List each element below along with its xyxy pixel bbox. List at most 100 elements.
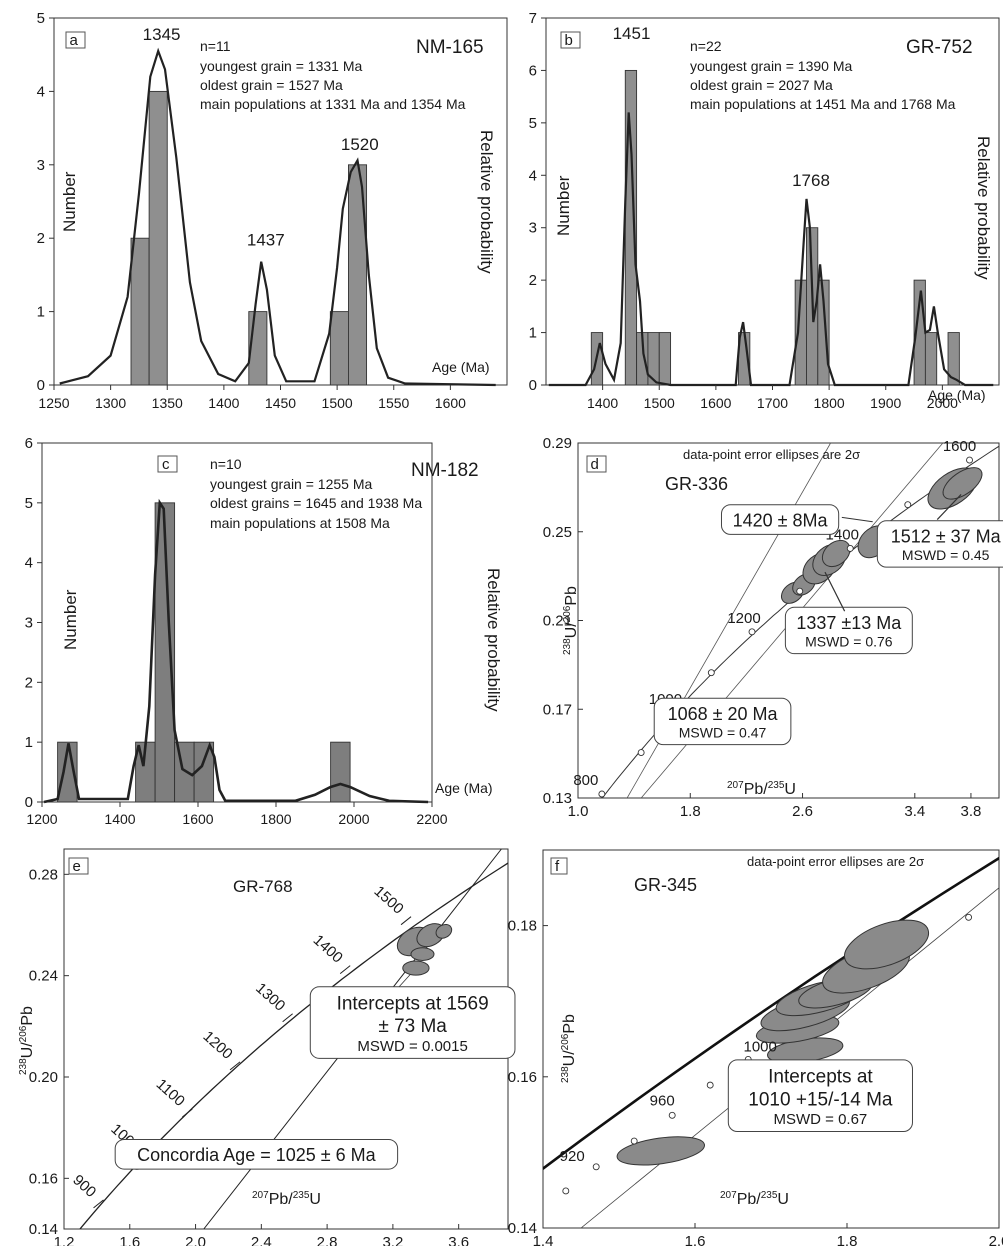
x-tick-label: 2200	[416, 811, 447, 827]
age-callout-text: 1420 ± 8Ma	[733, 510, 829, 530]
y-tick-label: 0	[25, 794, 33, 811]
panel-a-probability-curve	[59, 47, 496, 387]
age-callout-text: Intercepts at	[768, 1067, 873, 1088]
panel-b-note-2: oldest grain = 2027 Ma	[690, 77, 833, 93]
error-ellipse	[402, 960, 430, 976]
x-tick-label: 1700	[757, 395, 788, 411]
concordia-age-label: 960	[650, 1092, 675, 1109]
age-callout-box	[653, 697, 792, 746]
y-tick-label: 6	[529, 62, 537, 79]
panel-f-xlabel: 207Pb/235U	[720, 1190, 789, 1208]
age-callout-text: MSWD = 0.0015	[357, 1038, 467, 1055]
y-tick-label: 0.13	[543, 790, 572, 807]
panel-a-letter: a	[70, 32, 79, 49]
concordia-tick	[93, 1199, 104, 1209]
x-tick-label: 1900	[870, 395, 901, 411]
age-callout-text: MSWD = 0.76	[805, 634, 893, 650]
concordia-age-marker	[904, 501, 912, 509]
x-tick-label: 3.8	[961, 803, 982, 820]
panel-b-x-ticks: 1400 1500 1600 1700 1800 1900 2000	[587, 385, 958, 411]
panel-a-y-ticks: 0 1 2 3 4 5	[37, 10, 54, 394]
error-ellipse	[435, 923, 453, 939]
panel-f-x-ticks: 1.4 1.6 1.8 2.0	[533, 1223, 1003, 1246]
y-tick-label: 4	[25, 555, 33, 572]
panel-c-sample: NM-182	[411, 460, 479, 481]
concordia-age-marker	[707, 669, 715, 677]
x-tick-label: 1300	[95, 395, 126, 411]
callout-leader	[841, 516, 873, 523]
panel-a-note-0: n=11	[200, 38, 231, 54]
y-tick-label: 5	[25, 495, 33, 512]
panel-c-probability-curve	[43, 498, 429, 804]
concordia-tick	[400, 916, 412, 926]
panel-a-note-2: oldest grain = 1527 Ma	[200, 77, 343, 93]
y-tick-label: 3	[37, 157, 45, 174]
panel-b-ylabel-right: Relative probability	[974, 136, 993, 280]
panel-e-letter: e	[73, 858, 81, 875]
panel-c-ylabel: Number	[61, 589, 80, 650]
age-callout-text: 1512 ± 37 Ma	[891, 526, 1002, 546]
concordia-tick	[182, 1108, 193, 1118]
panel-a-ylabel: Number	[60, 171, 79, 232]
panel-b-xlabel: Age (Ma)	[928, 387, 986, 403]
x-tick-label: 1.0	[568, 803, 589, 820]
x-tick-label: 3.4	[904, 803, 925, 820]
panel-d-xlabel: 207Pb/235U	[727, 780, 796, 798]
concordia-age-marker	[637, 749, 645, 756]
concordia-age-marker	[796, 587, 804, 595]
error-ellipse	[844, 919, 930, 970]
y-tick-label: 0.29	[543, 435, 572, 452]
age-callout-text: ± 73 Ma	[378, 1016, 447, 1037]
concordia-age-label: 1600	[943, 438, 976, 455]
panel-d-sample: GR-336	[665, 474, 728, 494]
concordia-tick	[339, 965, 351, 974]
x-tick-label: 3.2	[382, 1234, 403, 1246]
concordia-tick	[282, 1013, 293, 1023]
peak-age-label: 1437	[247, 231, 285, 250]
panel-b-y-ticks: 0 1 2 3 4 5 6 7	[529, 10, 546, 394]
panel-d-letter-box	[586, 455, 607, 473]
panel-d-note: data-point error ellipses are 2σ	[683, 447, 860, 462]
y-tick-label: 0.16	[29, 1170, 58, 1187]
concordia-age-label: 800	[573, 772, 598, 789]
callout-arrow	[824, 571, 846, 612]
age-callout-text: Concordia Age = 1025 ± 6 Ma	[137, 1145, 377, 1165]
age-callout-text: 1337 ±13 Ma	[796, 613, 902, 633]
error-ellipse	[821, 539, 851, 568]
y-tick-label: 2	[37, 230, 45, 247]
x-tick-label: 1.8	[680, 803, 701, 820]
peak-age-label: 1451	[613, 24, 651, 43]
y-tick-label: 0.28	[29, 866, 58, 883]
panel-c-note-2: oldest grains = 1645 and 1938 Ma	[210, 495, 422, 511]
age-callout-box	[720, 504, 840, 535]
age-callout-box	[784, 606, 913, 655]
panel-a-bars	[130, 90, 368, 386]
x-tick-label: 1200	[26, 811, 57, 827]
y-tick-label: 3	[25, 615, 33, 632]
panel-c-ylabel-right: Relative probability	[484, 568, 503, 712]
panel-f-note: data-point error ellipses are 2σ	[747, 854, 924, 869]
panel-d: 1.0 1.8 2.6 3.4 3.8 0.13 0.17 0.21 0.25 0.29 800…	[543, 435, 1003, 820]
concordia-age-marker	[668, 1111, 676, 1119]
x-tick-label: 1400	[208, 395, 239, 411]
panel-f-letter-box	[550, 857, 568, 875]
concordia-age-marker	[592, 1163, 600, 1171]
x-tick-label: 1800	[260, 811, 291, 827]
panel-a-ylabel-right: Relative probability	[477, 130, 496, 274]
y-tick-label: 0.18	[508, 918, 537, 935]
x-tick-label: 1.6	[685, 1233, 706, 1246]
panel-d-ylabel: 238U/206Pb	[562, 586, 580, 655]
panel-d-y-ticks: 0.13 0.17 0.21 0.25 0.29	[543, 435, 583, 807]
y-tick-label: 5	[529, 115, 537, 132]
panel-b-letter-box	[560, 31, 581, 49]
y-tick-label: 3	[529, 220, 537, 237]
panel-c-x-ticks: 1200 1400 1600 1800 2000 2200	[26, 802, 448, 827]
panel-b-letter: b	[565, 32, 573, 49]
panel-b-ylabel: Number	[554, 175, 573, 236]
concordia-age-marker	[965, 913, 973, 921]
panel-f-ylabel: 238U/206Pb	[560, 1014, 578, 1083]
panel-a-x-ticks: 1250 1300 1350 1400 1450 1500 1550 1600	[38, 385, 466, 411]
x-tick-label: 1800	[814, 395, 845, 411]
